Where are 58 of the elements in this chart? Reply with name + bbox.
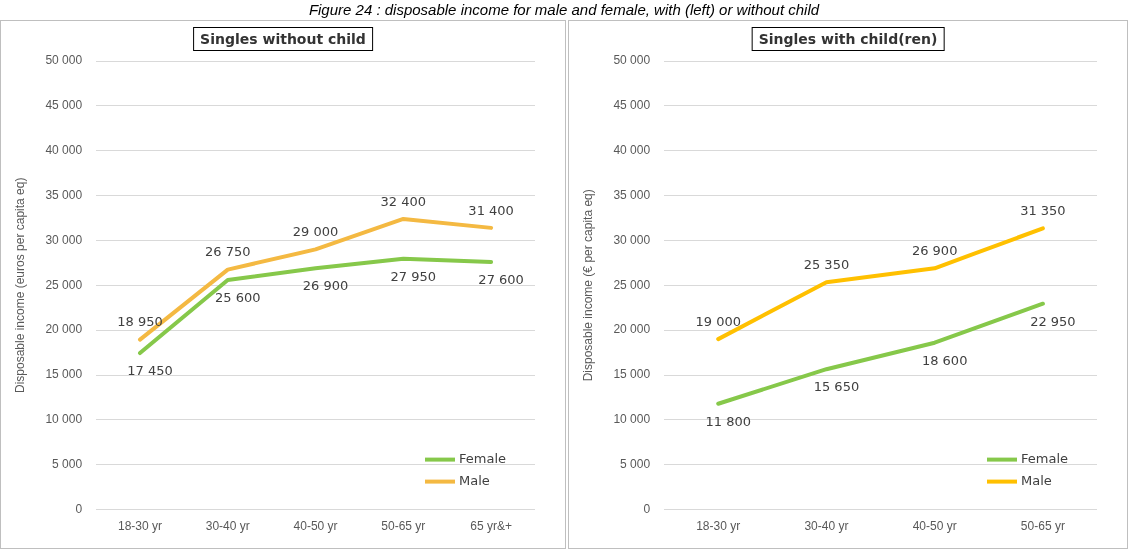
y-axis-title: Disposable income (euros per capita eq) — [12, 177, 27, 394]
text: 11 800 — [705, 413, 751, 429]
y-tick-label: 0 — [75, 501, 83, 516]
text: 25 350 — [803, 257, 850, 273]
text: 15 650 — [813, 379, 860, 395]
text: 22 950 — [1030, 313, 1076, 329]
y-tick-label: 45 000 — [613, 98, 651, 113]
caption: Figure 24 : disposable income for male and female, with (left) or without child — [307, 1, 821, 18]
y-tick-label: 10 000 — [45, 412, 83, 427]
chart-title: Singles without child — [193, 27, 373, 51]
text: 25 600 — [215, 289, 261, 305]
text: 27 950 — [390, 268, 437, 284]
y-axis-title: Disposable income (€ per capita eq) — [580, 189, 595, 382]
x-tick-label: 30-40 yr — [205, 519, 250, 534]
text: 31 350 — [1020, 203, 1066, 219]
text: 27 600 — [478, 271, 524, 287]
text: 17 450 — [127, 362, 173, 378]
text: 26 900 — [911, 243, 958, 259]
legend-label: Male — [1021, 472, 1052, 488]
text: 18 950 — [117, 314, 163, 330]
y-tick-label: 30 000 — [613, 232, 651, 247]
x-tick-label: 40-50 yr — [912, 519, 957, 534]
y-tick-label: 20 000 — [613, 322, 651, 337]
y-tick-label: 50 000 — [613, 53, 651, 68]
legend-label: Male — [459, 472, 490, 488]
text: 18 600 — [921, 352, 968, 368]
y-tick-label: 10 000 — [613, 412, 651, 427]
x-tick-label: 50-65 yr — [381, 519, 426, 534]
x-tick-label: 18-30 yr — [696, 519, 741, 534]
y-tick-label: 0 — [643, 501, 651, 516]
y-tick-label: 35 000 — [45, 187, 83, 202]
text: 31 400 — [468, 202, 514, 218]
text: 19 000 — [695, 314, 741, 330]
y-tick-label: 35 000 — [613, 187, 651, 202]
legend-label: Female — [459, 450, 507, 466]
y-tick-label: 20 000 — [45, 322, 83, 337]
x-tick-label: 18-30 yr — [117, 519, 163, 534]
y-tick-label: 25 000 — [45, 277, 83, 292]
y-tick-label: 15 000 — [613, 367, 651, 382]
chart-title: Singles with child(ren) — [751, 27, 945, 51]
y-tick-label: 25 000 — [613, 277, 651, 292]
y-tick-label: 15 000 — [45, 367, 83, 382]
text: 29 000 — [292, 224, 339, 240]
x-tick-label: 30-40 yr — [804, 519, 849, 534]
x-tick-label: 50-65 yr — [1020, 519, 1065, 534]
x-tick-label: 40-50 yr — [293, 519, 338, 534]
y-tick-label: 50 000 — [45, 53, 83, 68]
y-tick-label: 30 000 — [45, 232, 83, 247]
text: 32 400 — [380, 193, 427, 209]
legend-label: Female — [1021, 450, 1069, 466]
y-tick-label: 40 000 — [45, 143, 83, 158]
y-tick-label: 5 000 — [620, 457, 651, 472]
y-tick-label: 40 000 — [613, 143, 651, 158]
text: 26 750 — [205, 244, 251, 260]
y-tick-label: 45 000 — [45, 98, 83, 113]
y-tick-label: 5 000 — [52, 457, 83, 472]
x-tick-label: 65 yr&+ — [470, 519, 512, 534]
text: 26 900 — [302, 278, 349, 294]
